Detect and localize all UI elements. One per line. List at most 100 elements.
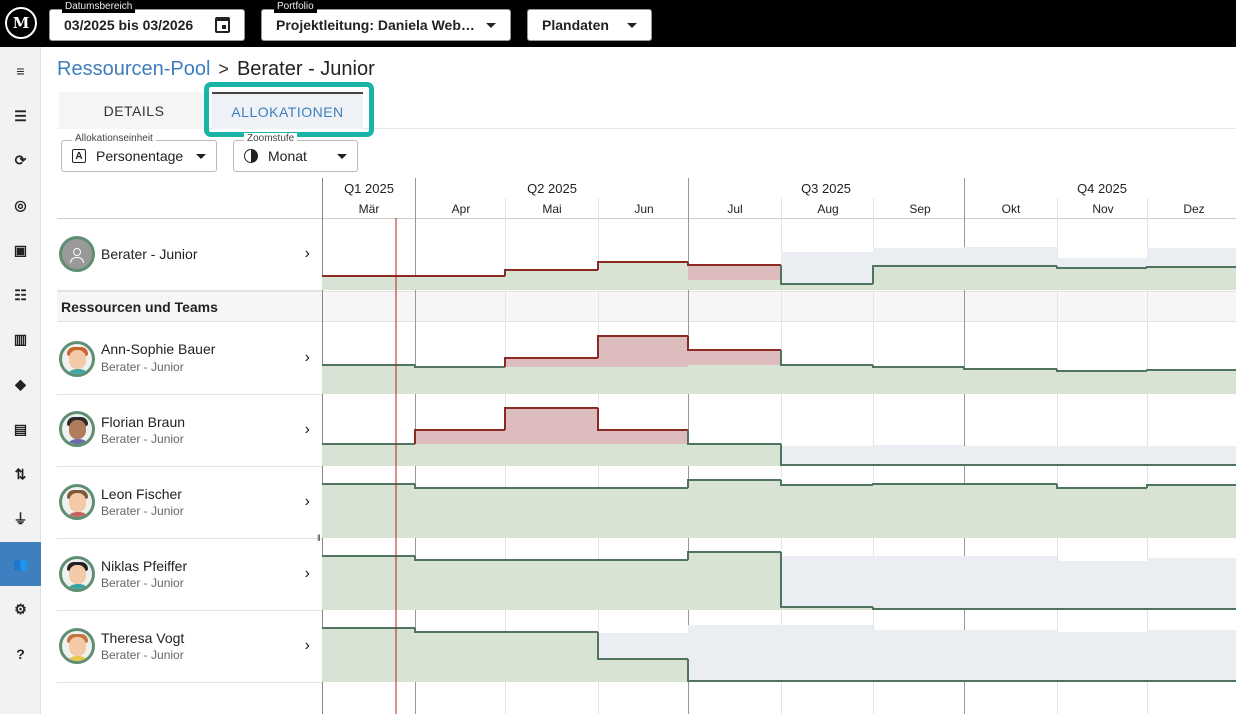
- allocation-block: [598, 367, 688, 394]
- capacity-line: [504, 357, 598, 367]
- document-icon: ▤: [13, 421, 28, 437]
- allocation-block: [964, 369, 1057, 394]
- capacity-line: [780, 552, 873, 608]
- resource-name: Leon Fischer: [101, 486, 182, 502]
- chevron-down-icon: [627, 22, 637, 28]
- overallocation-block: [598, 336, 688, 367]
- sidebar-item[interactable]: ◆: [0, 362, 41, 406]
- tab-allokationen[interactable]: ALLOKATIONEN: [212, 92, 363, 129]
- chevron-right-icon[interactable]: ›: [304, 637, 310, 654]
- page-title: Berater - Junior: [236, 58, 375, 80]
- capacity-line: [414, 628, 505, 633]
- capacity-line: [687, 336, 781, 351]
- resource-row-leon-fischer[interactable]: Leon Fischer Berater - Junior ›: [57, 467, 322, 539]
- allocation-block: [688, 552, 781, 610]
- month-label: Apr: [451, 202, 471, 216]
- resource-row-theresa-vogt[interactable]: Theresa Vogt Berater - Junior ›: [57, 611, 322, 683]
- sidebar-item[interactable]: ⏚: [0, 497, 41, 541]
- date-range-label: Datumsbereich: [62, 1, 136, 13]
- resource-name: Niklas Pfeiffer: [101, 558, 188, 574]
- resource-name: Theresa Vogt: [101, 630, 185, 646]
- allocation-block: [598, 444, 688, 466]
- month-label: Dez: [1183, 202, 1205, 216]
- chevron-right-icon[interactable]: ›: [304, 349, 310, 366]
- capacity-line: [504, 407, 598, 430]
- resource-row-ann-sophie-bauer[interactable]: Ann-Sophie Bauer Berater - Junior ›: [57, 322, 322, 395]
- zoom-level-select[interactable]: Zoomstufe Monat: [233, 133, 358, 172]
- columns-icon: ▥: [13, 331, 28, 347]
- capacity-line: [597, 335, 688, 358]
- sidebar-item[interactable]: 👥: [0, 542, 41, 586]
- pool-row[interactable]: Berater - Junior ›: [57, 219, 322, 291]
- allocation-block: [322, 556, 415, 610]
- free-capacity-block: [688, 625, 781, 682]
- allocation-block: [781, 284, 873, 290]
- dataset-value: Plandaten: [542, 17, 609, 33]
- allocation-block: [415, 488, 505, 538]
- sidebar-item[interactable]: ▣: [0, 228, 41, 272]
- overallocation-block: [688, 265, 781, 280]
- sidebar-item[interactable]: ☷: [0, 273, 41, 317]
- allocation-block: [322, 276, 415, 290]
- chevron-right-icon[interactable]: ›: [304, 493, 310, 510]
- resource-role: Berater - Junior: [101, 576, 184, 590]
- date-range-picker[interactable]: Datumsbereich 03/2025 bis 03/2026: [49, 1, 245, 41]
- sidebar-item[interactable]: ⚙: [0, 587, 41, 631]
- chevron-down-icon: [486, 22, 496, 28]
- allocation-unit-select[interactable]: Allokationseinheit A Personentage: [61, 133, 217, 172]
- sidebar-item[interactable]: ◎: [0, 183, 41, 227]
- avatar: [59, 411, 95, 447]
- allocation-block: [505, 488, 598, 538]
- sidebar-item[interactable]: ?: [0, 632, 41, 676]
- free-capacity-block: [1057, 561, 1147, 610]
- portfolio-select[interactable]: Portfolio Projektleitung: Daniela Web…: [261, 1, 511, 41]
- app-logo[interactable]: M: [5, 7, 37, 39]
- capacity-line: [687, 659, 781, 682]
- allocation-block: [781, 607, 873, 610]
- zoom-level-label: Zoomstufe: [244, 133, 298, 145]
- sidebar-item[interactable]: ⟳: [0, 138, 41, 182]
- capacity-line: [1146, 369, 1236, 371]
- chevron-down-icon: [196, 153, 206, 159]
- allocation-block: [505, 444, 598, 466]
- allocation-block: [322, 628, 415, 682]
- breadcrumb: Ressourcen-Pool > Berater - Junior: [57, 58, 375, 81]
- capacity-line: [1146, 484, 1236, 488]
- target-icon: ◎: [14, 197, 27, 213]
- free-capacity-block: [873, 445, 964, 466]
- date-range-value: 03/2025 bis 03/2026: [64, 17, 194, 33]
- breadcrumb-parent-link[interactable]: Ressourcen-Pool: [57, 58, 211, 80]
- free-capacity-block: [781, 556, 873, 610]
- dataset-select[interactable]: Plandaten: [527, 9, 652, 41]
- text-box-icon: A: [72, 149, 86, 163]
- month-label: Jul: [727, 202, 743, 216]
- sidebar-item[interactable]: ⇅: [0, 452, 41, 496]
- chevron-right-icon[interactable]: ›: [304, 565, 310, 582]
- free-capacity-block: [781, 446, 873, 466]
- allocation-block: [415, 367, 505, 394]
- month-label: Mai: [542, 202, 562, 216]
- sidebar-item[interactable]: ▥: [0, 317, 41, 361]
- resource-role: Berater - Junior: [101, 360, 184, 374]
- allocation-row-chart: [322, 551, 1236, 610]
- month-label: Aug: [817, 202, 839, 216]
- plug-icon: ⏚: [13, 511, 28, 527]
- capacity-line: [780, 480, 873, 486]
- allocation-block: [781, 365, 873, 394]
- capacity-line: [1056, 266, 1147, 269]
- column-resize-handle[interactable]: ‖: [317, 533, 321, 543]
- resource-row-niklas-pfeiffer[interactable]: Niklas Pfeiffer Berater - Junior ›: [57, 539, 322, 611]
- sidebar-item[interactable]: ≡: [0, 49, 41, 93]
- sidebar-item[interactable]: ☰: [0, 94, 41, 138]
- contrast-icon: [244, 149, 258, 163]
- chevron-right-icon[interactable]: ›: [304, 245, 310, 262]
- chevron-right-icon[interactable]: ›: [304, 421, 310, 438]
- people-icon: 👥: [13, 557, 28, 571]
- capacity-line: [872, 365, 964, 368]
- capacity-line: [1056, 484, 1147, 489]
- resource-row-florian-braun[interactable]: Florian Braun Berater - Junior ›: [57, 395, 322, 467]
- tab-details[interactable]: DETAILS: [59, 92, 209, 129]
- calendar-icon[interactable]: [215, 17, 230, 33]
- free-capacity-block: [1057, 632, 1147, 682]
- sidebar-item[interactable]: ▤: [0, 407, 41, 451]
